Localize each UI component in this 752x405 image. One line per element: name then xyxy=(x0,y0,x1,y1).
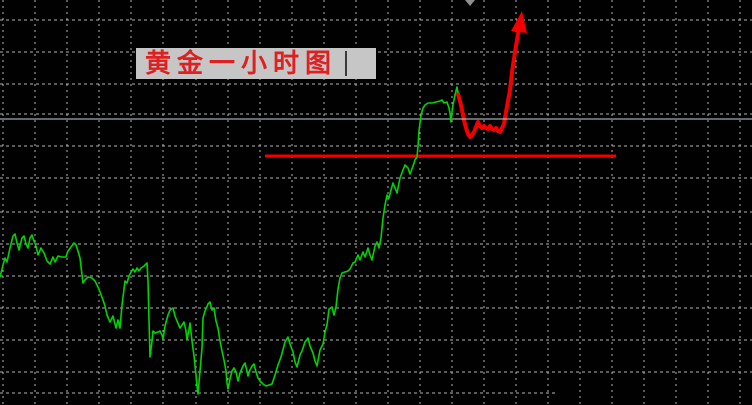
price-line xyxy=(0,86,459,395)
series-layer xyxy=(0,86,459,395)
top-marker-icon xyxy=(465,0,475,6)
forecast-arrow-head[interactable] xyxy=(511,11,527,33)
chart-title-text: 黄金一小时图 xyxy=(145,49,338,78)
annotation-layer xyxy=(0,11,752,158)
chart-title-box[interactable]: 黄金一小时图 xyxy=(136,48,376,79)
forecast-arrow[interactable] xyxy=(456,16,523,139)
text-caret xyxy=(345,51,347,76)
marker-layer xyxy=(465,0,475,6)
